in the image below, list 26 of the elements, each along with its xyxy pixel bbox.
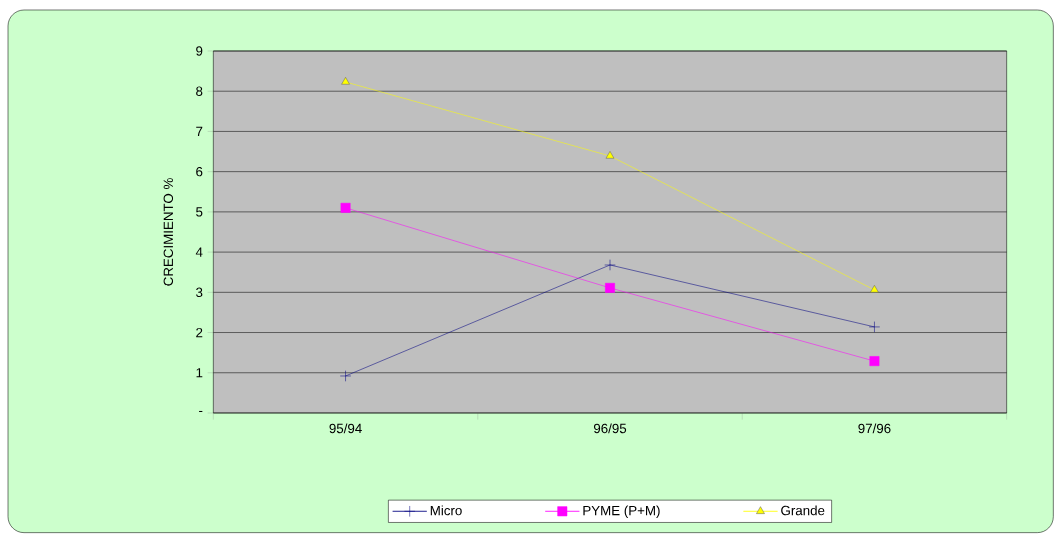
y-tick-label: 3	[196, 287, 203, 298]
point	[870, 284, 879, 293]
y-tick-label: 9	[196, 46, 203, 56]
x-tick-label: 95/94	[329, 423, 362, 434]
point	[868, 321, 881, 333]
x-tick-label: 96/95	[593, 423, 627, 434]
y-tick-label: 8	[196, 86, 203, 96]
point	[339, 370, 352, 382]
legend-label: PYME (P+M)	[583, 505, 660, 518]
point	[605, 151, 615, 159]
y-tick-label: 7	[196, 126, 203, 137]
point	[869, 356, 880, 367]
point	[341, 77, 350, 85]
y-tick-label: 5	[196, 207, 203, 217]
y-axis-title: CRECIMIENTO %	[163, 178, 174, 286]
point	[340, 202, 351, 213]
y-tick-label: 4	[195, 247, 203, 257]
y-tick-label: 2	[196, 327, 203, 338]
legend-label: Micro	[430, 505, 462, 516]
y-tick-label: 1	[196, 368, 203, 378]
x-tick-label: 97/96	[858, 423, 891, 434]
point	[605, 282, 615, 293]
y-tick-label: -	[199, 410, 203, 412]
point	[604, 259, 616, 271]
legend-label: Grande	[781, 505, 825, 516]
y-tick-label: 6	[196, 166, 203, 177]
